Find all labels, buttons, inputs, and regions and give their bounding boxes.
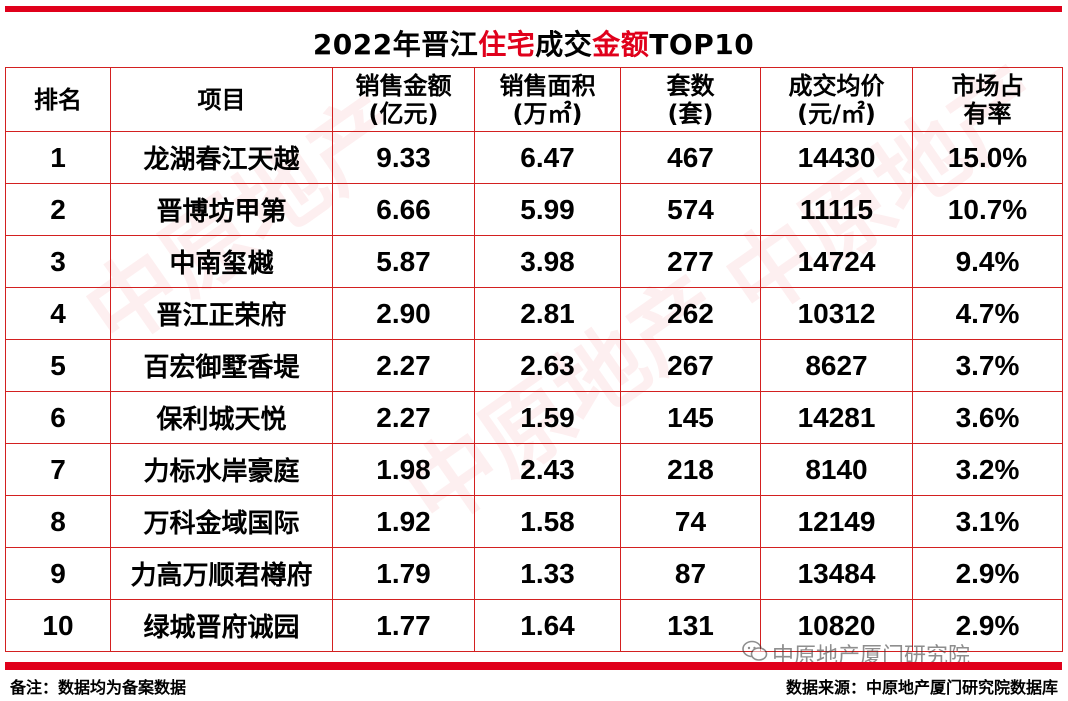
cell-units: 262 — [620, 287, 761, 340]
cell-area: 1.58 — [474, 495, 621, 548]
cell-project: 力标水岸豪庭 — [110, 443, 333, 496]
footer-note: 备注：数据均为备案数据 — [10, 678, 187, 697]
table-row: 3 中南玺樾 5.87 3.98 277 14724 9.4% — [5, 235, 1063, 288]
table-row: 10 绿城晋府诚园 1.77 1.64 131 10820 2.9% — [5, 599, 1063, 652]
cell-project: 百宏御墅香堤 — [110, 339, 333, 392]
table-row: 2 晋博坊甲第 6.66 5.99 574 11115 10.7% — [5, 183, 1063, 236]
cell-price: 10312 — [760, 287, 913, 340]
cell-amount: 6.66 — [332, 183, 475, 236]
ranking-table: 排名 项目 销售金额 (亿元) 销售面积 (万㎡) 套数 (套) 成交均价 (元/㎡) … — [5, 67, 1063, 652]
cell-rank: 4 — [5, 287, 111, 340]
cell-rank: 6 — [5, 391, 111, 444]
header-price: 成交均价 (元/㎡) — [760, 67, 913, 132]
footer-source: 数据来源：中原地产厦门研究院数据库 — [785, 678, 1058, 697]
cell-amount: 1.79 — [332, 547, 475, 600]
table-row: 1 龙湖春江天越 9.33 6.47 467 14430 15.0% — [5, 131, 1063, 184]
cell-share: 2.9% — [912, 547, 1063, 600]
cell-project: 力高万顺君樽府 — [110, 547, 333, 600]
cell-project: 晋博坊甲第 — [110, 183, 333, 236]
cell-units: 145 — [620, 391, 761, 444]
cell-rank: 7 — [5, 443, 111, 496]
cell-project: 万科金域国际 — [110, 495, 333, 548]
cell-share: 15.0% — [912, 131, 1063, 184]
cell-price: 14281 — [760, 391, 913, 444]
cell-amount: 2.90 — [332, 287, 475, 340]
cell-share: 2.9% — [912, 599, 1063, 652]
cell-price: 11115 — [760, 183, 913, 236]
cell-price: 13484 — [760, 547, 913, 600]
bottom-accent-bar — [5, 662, 1062, 670]
table-row: 9 力高万顺君樽府 1.79 1.33 87 13484 2.9% — [5, 547, 1063, 600]
table-row: 7 力标水岸豪庭 1.98 2.43 218 8140 3.2% — [5, 443, 1063, 496]
cell-area: 2.81 — [474, 287, 621, 340]
cell-area: 3.98 — [474, 235, 621, 288]
cell-amount: 2.27 — [332, 391, 475, 444]
cell-units: 267 — [620, 339, 761, 392]
cell-amount: 1.98 — [332, 443, 475, 496]
cell-area: 2.63 — [474, 339, 621, 392]
cell-project: 保利城天悦 — [110, 391, 333, 444]
cell-share: 3.7% — [912, 339, 1063, 392]
table-row: 5 百宏御墅香堤 2.27 2.63 267 8627 3.7% — [5, 339, 1063, 392]
cell-rank: 1 — [5, 131, 111, 184]
cell-units: 574 — [620, 183, 761, 236]
cell-amount: 2.27 — [332, 339, 475, 392]
cell-units: 131 — [620, 599, 761, 652]
cell-rank: 5 — [5, 339, 111, 392]
cell-area: 5.99 — [474, 183, 621, 236]
cell-amount: 9.33 — [332, 131, 475, 184]
cell-area: 1.64 — [474, 599, 621, 652]
cell-units: 218 — [620, 443, 761, 496]
cell-units: 87 — [620, 547, 761, 600]
cell-project: 龙湖春江天越 — [110, 131, 333, 184]
cell-project: 绿城晋府诚园 — [110, 599, 333, 652]
cell-amount: 5.87 — [332, 235, 475, 288]
cell-share: 3.1% — [912, 495, 1063, 548]
cell-rank: 10 — [5, 599, 111, 652]
cell-amount: 1.77 — [332, 599, 475, 652]
cell-share: 3.2% — [912, 443, 1063, 496]
cell-rank: 9 — [5, 547, 111, 600]
cell-area: 6.47 — [474, 131, 621, 184]
cell-share: 3.6% — [912, 391, 1063, 444]
header-rank: 排名 — [5, 67, 111, 132]
header-project: 项目 — [110, 67, 333, 132]
header-area: 销售面积 (万㎡) — [474, 67, 621, 132]
header-units: 套数 (套) — [620, 67, 761, 132]
cell-units: 74 — [620, 495, 761, 548]
cell-units: 467 — [620, 131, 761, 184]
cell-project: 中南玺樾 — [110, 235, 333, 288]
cell-area: 2.43 — [474, 443, 621, 496]
cell-share: 9.4% — [912, 235, 1063, 288]
cell-area: 1.59 — [474, 391, 621, 444]
cell-price: 8140 — [760, 443, 913, 496]
cell-rank: 8 — [5, 495, 111, 548]
cell-project: 晋江正荣府 — [110, 287, 333, 340]
table-row: 6 保利城天悦 2.27 1.59 145 14281 3.6% — [5, 391, 1063, 444]
cell-units: 277 — [620, 235, 761, 288]
header-share: 市场占 有率 — [912, 67, 1063, 132]
cell-rank: 2 — [5, 183, 111, 236]
table-row: 8 万科金域国际 1.92 1.58 74 12149 3.1% — [5, 495, 1063, 548]
table-row: 4 晋江正荣府 2.90 2.81 262 10312 4.7% — [5, 287, 1063, 340]
cell-area: 1.33 — [474, 547, 621, 600]
cell-share: 10.7% — [912, 183, 1063, 236]
header-row: 排名 项目 销售金额 (亿元) 销售面积 (万㎡) 套数 (套) 成交均价 (元/㎡) … — [5, 67, 1063, 132]
wechat-icon — [742, 640, 768, 661]
cell-amount: 1.92 — [332, 495, 475, 548]
cell-price: 14724 — [760, 235, 913, 288]
cell-share: 4.7% — [912, 287, 1063, 340]
top-accent-bar — [5, 6, 1062, 12]
cell-price: 12149 — [760, 495, 913, 548]
header-amount: 销售金额 (亿元) — [332, 67, 475, 132]
cell-price: 8627 — [760, 339, 913, 392]
table-title: 2022年晋江住宅成交金额TOP10 — [312, 28, 755, 61]
cell-price: 14430 — [760, 131, 913, 184]
cell-rank: 3 — [5, 235, 111, 288]
cell-price: 10820 — [760, 599, 913, 652]
